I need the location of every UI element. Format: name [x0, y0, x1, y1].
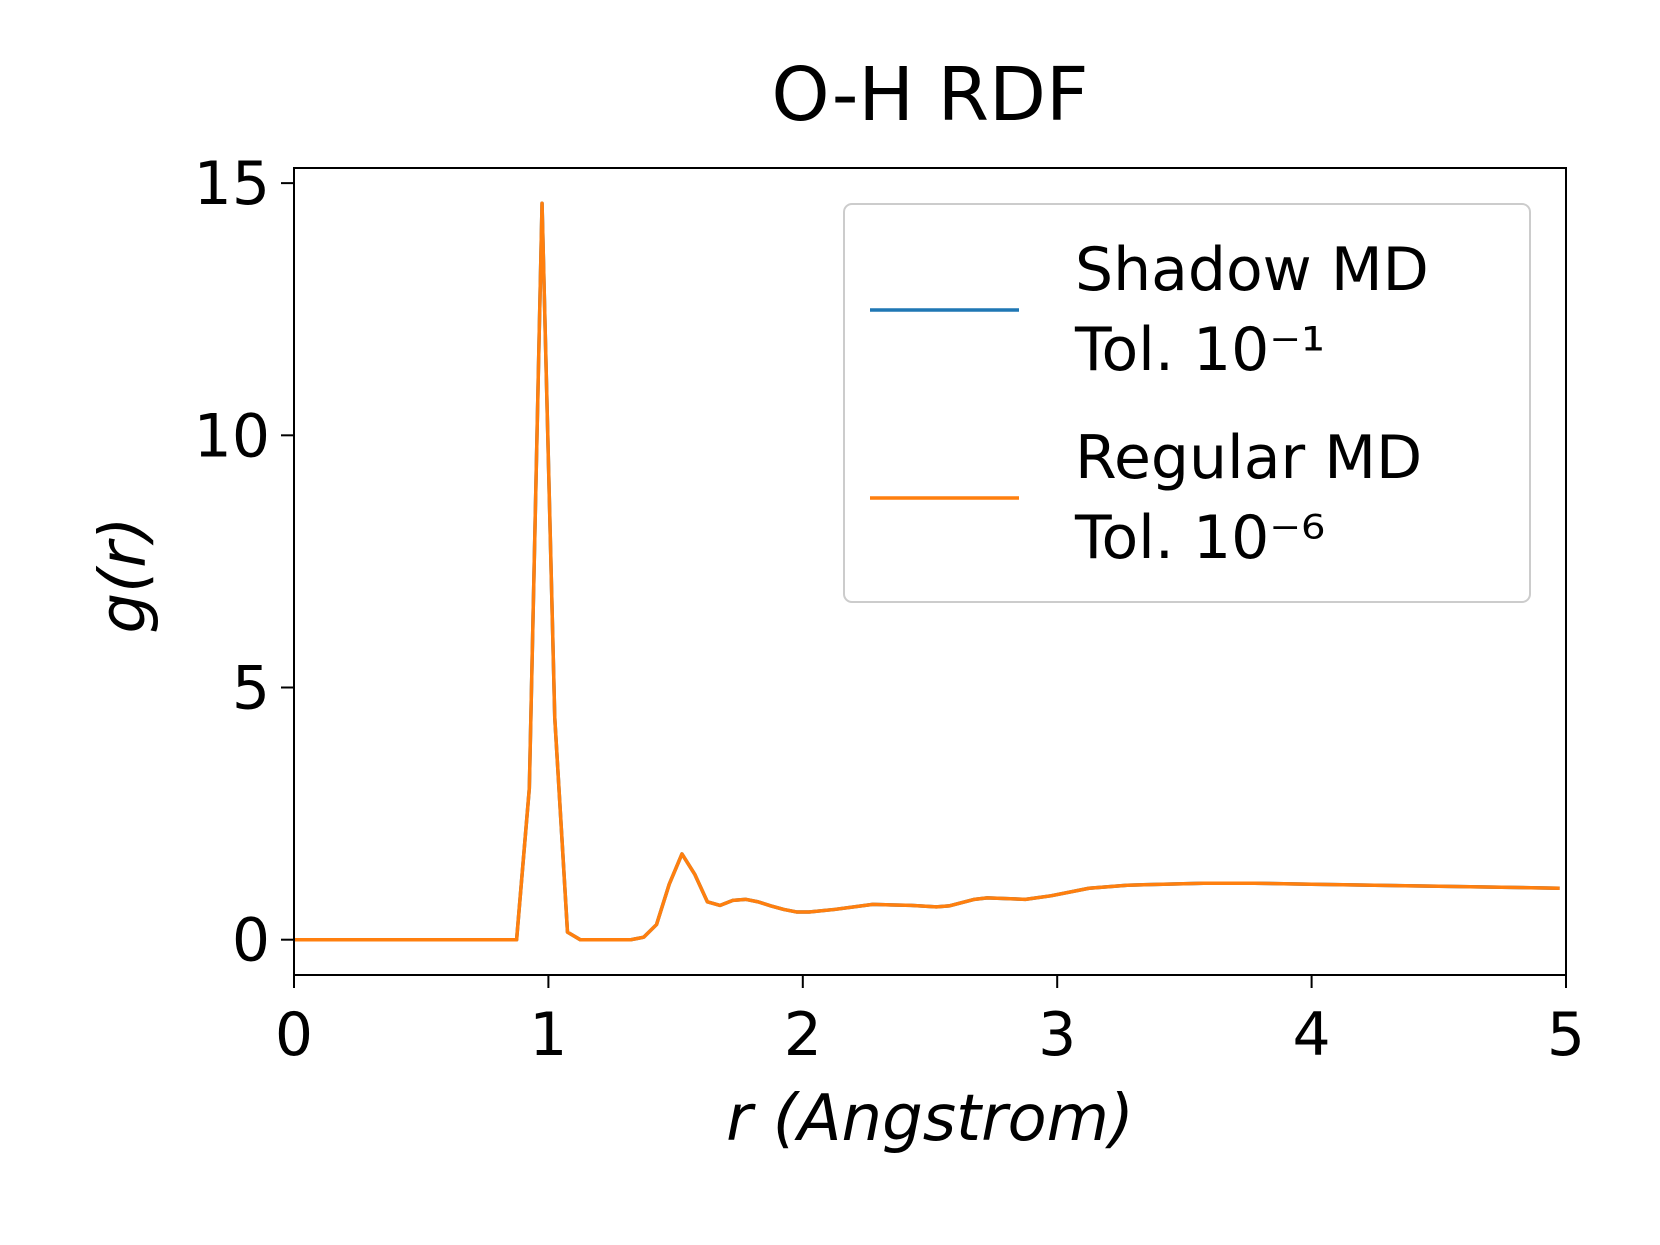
legend-box	[843, 203, 1531, 603]
x-tick-label: 4	[1293, 1000, 1331, 1070]
x-tick-label: 1	[529, 1000, 567, 1070]
y-tick-label: 15	[194, 149, 270, 219]
y-tick-label: 0	[232, 906, 270, 976]
series-line	[294, 201, 1560, 942]
y-tick-label: 5	[232, 654, 270, 724]
x-tick-label: 0	[275, 1000, 313, 1070]
x-axis-label: r (Angstrom)	[726, 1082, 1134, 1156]
y-axis-label: g(r)	[87, 517, 161, 634]
y-tick-label: 10	[194, 401, 270, 471]
legend-label: Shadow MD Tol. 10⁻¹	[1075, 235, 1429, 385]
x-tick-label: 5	[1547, 1000, 1585, 1070]
legend-label: Regular MD Tol. 10⁻⁶	[1075, 423, 1423, 573]
x-tick-label: 3	[1038, 1000, 1076, 1070]
chart-title: O-H RDF	[771, 52, 1088, 138]
axes-frame	[293, 167, 1567, 976]
x-tick-label: 2	[784, 1000, 822, 1070]
